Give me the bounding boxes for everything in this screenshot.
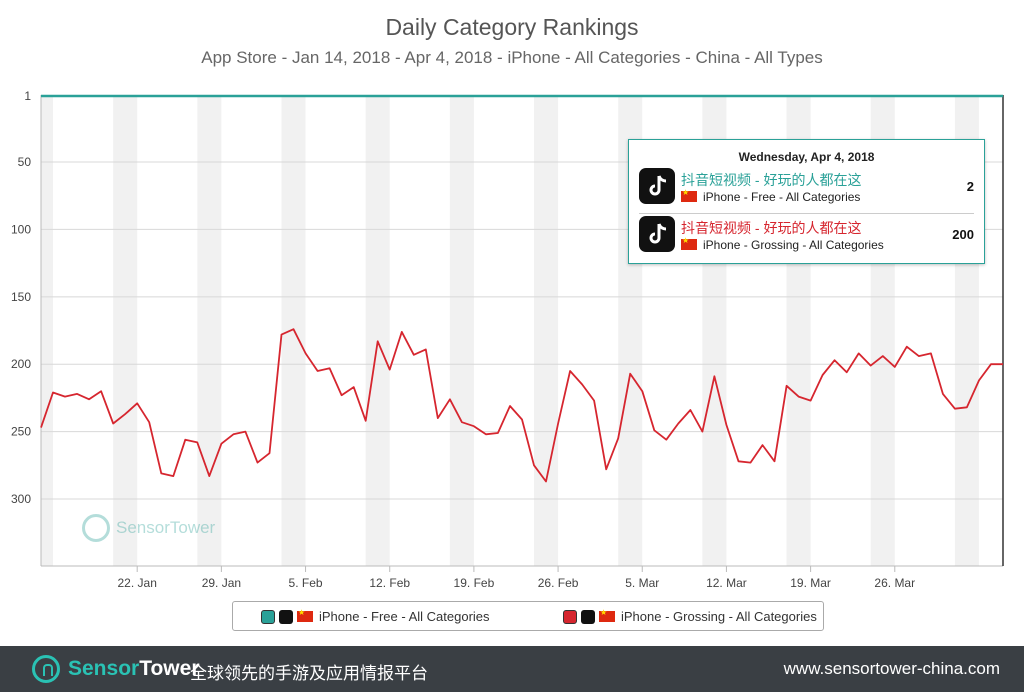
legend-item-grossing[interactable]: iPhone - Grossing - All Categories [563,608,817,624]
footer-slogan: 全球领先的手游及应用情报平台 [190,664,428,683]
y-tick-label: 300 [11,492,31,506]
footer-brand-part1: Sensor [68,657,140,680]
legend-swatch [563,610,577,624]
footer-brand: SensorTower [68,657,200,681]
sensortower-logo-icon [32,655,60,683]
tooltip-row-grossing: 抖音短视频 - 好玩的人都在这 iPhone - Grossing - All … [639,216,974,258]
y-tick-label: 150 [11,290,31,304]
y-tick-label: 1 [24,89,31,103]
china-flag-icon [681,188,697,202]
tiktok-app-icon [639,216,675,252]
x-tick-label: 12. Mar [706,576,747,590]
weekend-band [534,95,559,566]
x-tick-label: 19. Mar [790,576,831,590]
tiktok-app-icon [581,610,595,624]
tooltip-detail: iPhone - Grossing - All Categories [681,236,884,252]
weekend-band [113,95,138,566]
tooltip-detail-text: iPhone - Free - All Categories [703,190,861,204]
x-tick-label: 29. Jan [202,576,241,590]
tooltip-rank: 2 [966,179,974,194]
weekend-band [41,95,54,566]
chart-subtitle: App Store - Jan 14, 2018 - Apr 4, 2018 -… [201,48,823,67]
footer-url[interactable]: www.sensortower-china.com [783,659,1000,678]
x-tick-label: 26. Feb [538,576,579,590]
footer-brand-part2: Tower [139,657,200,680]
china-flag-icon [681,236,697,250]
tooltip-row-free: 抖音短视频 - 好玩的人都在这 iPhone - Free - All Cate… [639,168,974,210]
legend-label: iPhone - Grossing - All Categories [621,609,817,624]
y-tick-label: 100 [11,222,31,236]
x-tick-label: 5. Feb [289,576,323,590]
watermark-logo: SensorTower [82,512,222,546]
tooltip-rank: 200 [952,227,974,242]
x-tick-label: 5. Mar [625,576,659,590]
legend-label: iPhone - Free - All Categories [319,609,490,624]
x-tick-label: 22. Jan [118,576,157,590]
legend-swatch [261,610,275,624]
tooltip-divider [639,213,974,214]
legend-item-free[interactable]: iPhone - Free - All Categories [261,608,490,624]
tooltip-app-name: 抖音短视频 - 好玩的人都在这 [681,220,862,236]
x-axis-ticks: 22. Jan 29. Jan 5. Feb 12. Feb 19. Feb 26. Fe… [118,566,915,590]
tooltip-app-name: 抖音短视频 - 好玩的人都在这 [681,172,862,188]
weekend-band [197,95,222,566]
y-tick-label: 200 [11,357,31,371]
chart-legend: iPhone - Free - All Categories iPhone - … [232,601,824,631]
tiktok-app-icon [639,168,675,204]
tooltip-detail: iPhone - Free - All Categories [681,188,861,204]
chart-title: Daily Category Rankings [385,14,639,40]
y-tick-label: 250 [11,425,31,439]
tooltip: Wednesday, Apr 4, 2018 抖音短视频 - 好玩的人都在这 i… [628,139,985,264]
tooltip-date: Wednesday, Apr 4, 2018 [738,150,875,164]
series-lines [40,94,1003,483]
weekend-band [449,95,474,566]
watermark-text: SensorTower [116,518,216,537]
y-tick-label: 50 [18,155,32,169]
footer-bar: SensorTower 全球领先的手游及应用情报平台 www.sensortow… [0,646,1024,692]
weekend-band [365,95,390,566]
sensortower-logo-icon [82,514,110,542]
china-flag-icon [599,608,615,622]
x-tick-label: 12. Feb [369,576,410,590]
tooltip-detail-text: iPhone - Grossing - All Categories [703,238,884,252]
series-line-grossing[interactable] [40,328,1003,483]
tiktok-app-icon [279,610,293,624]
china-flag-icon [297,608,313,622]
x-tick-label: 26. Mar [874,576,915,590]
x-tick-label: 19. Feb [454,576,495,590]
